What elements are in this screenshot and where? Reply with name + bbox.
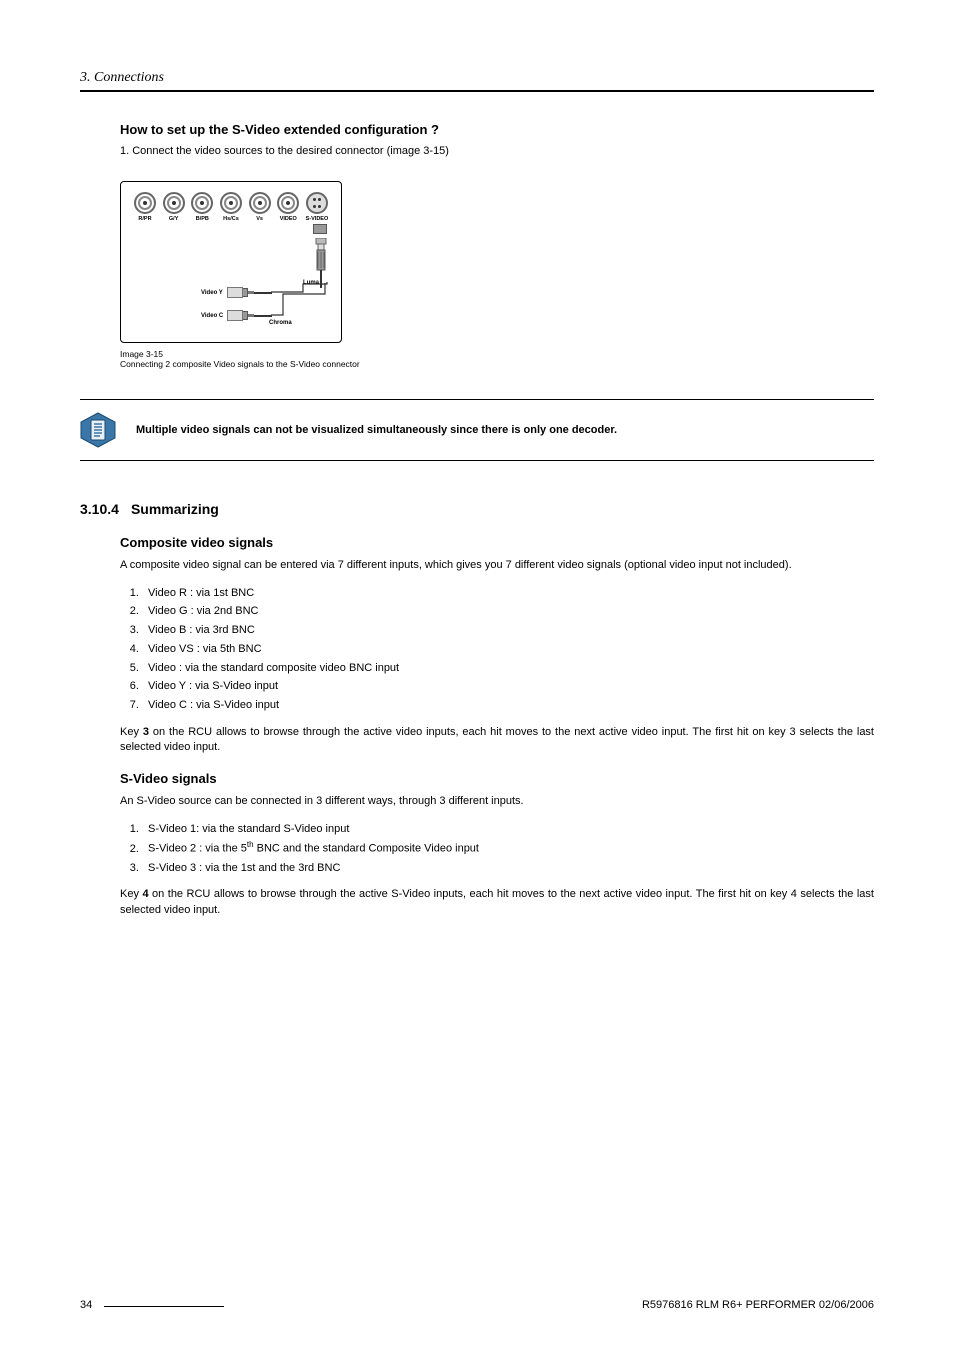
label-luma: Luma — [303, 280, 319, 286]
list-item: Video G : via 2nd BNC — [142, 602, 874, 621]
bnc-vs: Vs — [246, 192, 274, 222]
label-chroma: Chroma — [269, 320, 292, 326]
page-number: 34 — [80, 1299, 92, 1311]
content: How to set up the S-Video extended confi… — [80, 122, 874, 918]
svideo-list: S-Video 1: via the standard S-Video inpu… — [120, 820, 874, 878]
svideo-small-port — [313, 224, 327, 234]
composite-intro: A composite video signal can be entered … — [120, 558, 874, 573]
composite-key-note: Key 3 on the RCU allows to browse throug… — [120, 725, 874, 756]
list-item: Video C : via S-Video input — [142, 696, 874, 715]
page-footer: 34 R5976816 RLM R6+ PERFORMER 02/06/2006 — [80, 1299, 874, 1311]
svideo-title: S-Video signals — [120, 771, 874, 786]
list-item: Video B : via 3rd BNC — [142, 621, 874, 640]
list-item: S-Video 2 : via the 5th BNC and the stan… — [142, 838, 874, 858]
bnc-hs: Hs/Cs — [217, 192, 245, 222]
svideo-key-note: Key 4 on the RCU allows to browse throug… — [120, 887, 874, 918]
page-header: 3. Connections — [80, 70, 874, 86]
rca-video-c: Video C — [201, 310, 272, 321]
list-item: Video : via the standard composite video… — [142, 659, 874, 678]
list-item: Video Y : via S-Video input — [142, 677, 874, 696]
bnc-bpb: B/PB — [188, 192, 216, 222]
section-heading: 3.10.4Summarizing — [80, 501, 874, 517]
connector-diagram: R/PR G/Y B/PB Hs/Cs Vs VIDEO S-VIDEO — [120, 181, 342, 343]
bnc-gy: G/Y — [160, 192, 188, 222]
note-text: Multiple video signals can not be visual… — [136, 424, 617, 436]
svideo-intro: An S-Video source can be connected in 3 … — [120, 794, 874, 809]
list-item: Video VS : via 5th BNC — [142, 640, 874, 659]
section-title: How to set up the S-Video extended confi… — [120, 122, 874, 137]
svideo-port-icon: S-VIDEO — [303, 192, 331, 222]
step-text: 1. Connect the video sources to the desi… — [120, 145, 874, 157]
bnc-row: R/PR G/Y B/PB Hs/Cs Vs VIDEO S-VIDEO — [131, 192, 331, 222]
rca-video-y: Video Y — [201, 287, 272, 298]
doc-id: R5976816 RLM R6+ PERFORMER 02/06/2006 — [642, 1299, 874, 1311]
composite-list: Video R : via 1st BNC Video G : via 2nd … — [120, 584, 874, 715]
list-item: S-Video 1: via the standard S-Video inpu… — [142, 820, 874, 839]
cable-icon — [313, 238, 329, 308]
footer-rule — [104, 1306, 224, 1307]
list-item: Video R : via 1st BNC — [142, 584, 874, 603]
bnc-rpr: R/PR — [131, 192, 159, 222]
header-rule — [80, 90, 874, 92]
note-icon — [80, 412, 116, 448]
composite-title: Composite video signals — [120, 535, 874, 550]
page: 3. Connections How to set up the S-Video… — [0, 0, 954, 1351]
list-item: S-Video 3 : via the 1st and the 3rd BNC — [142, 859, 874, 878]
figure-caption: Image 3-15 Connecting 2 composite Video … — [120, 349, 874, 369]
bnc-video: VIDEO — [274, 192, 302, 222]
note-box: Multiple video signals can not be visual… — [80, 399, 874, 461]
